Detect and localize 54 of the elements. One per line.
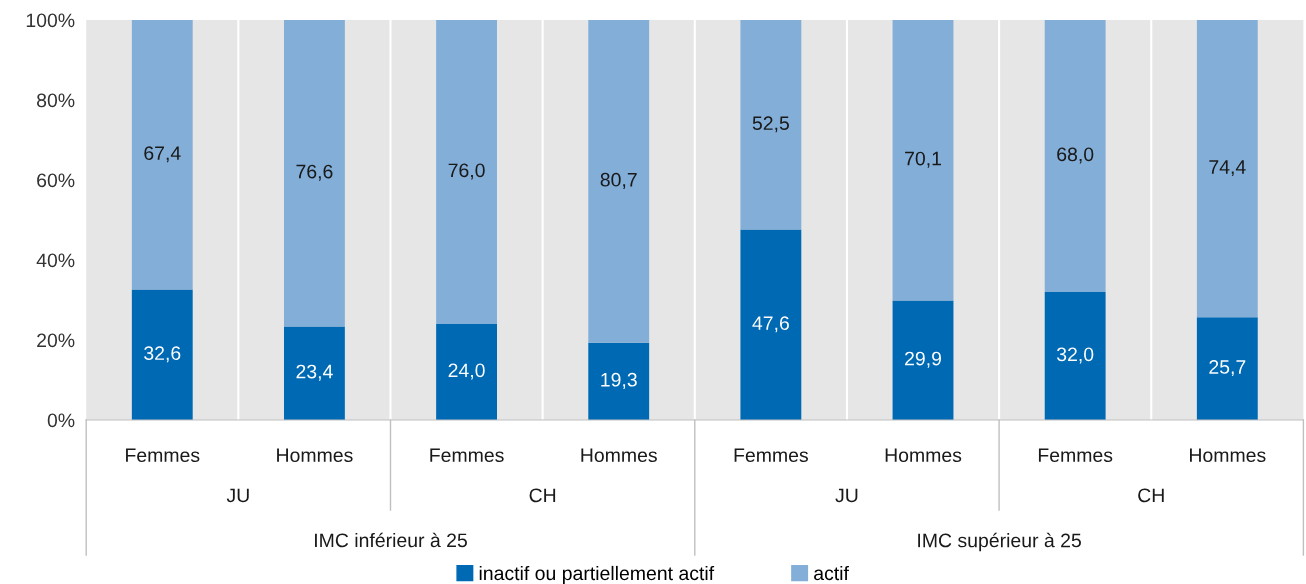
bar [588, 342, 650, 420]
x-tick-label: Hommes [277, 448, 353, 463]
data-label: 76,6 [296, 164, 333, 181]
bar [740, 20, 802, 230]
y-tick-label: 20% [37, 333, 75, 348]
y-tick-label: 40% [36, 253, 75, 268]
data-label: 23,4 [296, 364, 333, 381]
data-label: 32,0 [1056, 347, 1094, 364]
data-label: 25,7 [1209, 360, 1246, 377]
data-label: 19,3 [601, 372, 637, 389]
data-label: 80,7 [600, 172, 637, 189]
data-label: 70,1 [905, 151, 941, 168]
x-tick-label: Hommes [581, 448, 657, 463]
bar [436, 324, 497, 420]
y-tick-label: 80% [37, 93, 75, 108]
data-label: 74,4 [1209, 160, 1246, 177]
y-tick-label: 60% [37, 173, 75, 188]
text: IMC supérieur à 25 [918, 532, 1081, 552]
x-tick-label: Femmes [430, 448, 504, 463]
data-label: 52,5 [752, 116, 789, 133]
bar [588, 20, 650, 343]
bar [1044, 20, 1106, 292]
text: JU [226, 488, 249, 503]
bar [740, 229, 802, 420]
legend-label: inactif ou partiellement actif [479, 565, 715, 584]
bar [131, 20, 193, 290]
x-tick-label: Hommes [885, 448, 962, 463]
text: JU [835, 488, 858, 503]
x-tick-label: Hommes [1190, 448, 1266, 463]
data-label: 24,0 [448, 363, 485, 380]
x-tick-label: Femmes [126, 448, 200, 463]
data-label: 76,0 [448, 163, 485, 180]
text: CH [529, 488, 556, 503]
bar [1196, 317, 1258, 420]
bar [892, 300, 954, 420]
bar [283, 326, 345, 420]
data-label: 47,6 [752, 316, 789, 333]
bar [1196, 20, 1258, 318]
legend-label: actif [814, 565, 849, 581]
text: IMC inférieur à 25 [315, 532, 467, 548]
bar [283, 20, 345, 327]
y-tick-label: 0% [47, 413, 75, 428]
text: CH [1138, 488, 1164, 503]
bar [892, 20, 954, 301]
y-tick-label: 100% [26, 13, 75, 28]
data-label: 67,4 [144, 146, 181, 163]
x-tick-label: Femmes [734, 448, 808, 463]
data-label: 32,6 [144, 346, 181, 363]
bar [1044, 292, 1106, 420]
bar [131, 289, 193, 420]
data-label: 29,9 [905, 351, 942, 368]
x-tick-label: Femmes [1038, 448, 1113, 463]
data-label: 68,0 [1057, 147, 1094, 164]
bar [436, 20, 497, 324]
